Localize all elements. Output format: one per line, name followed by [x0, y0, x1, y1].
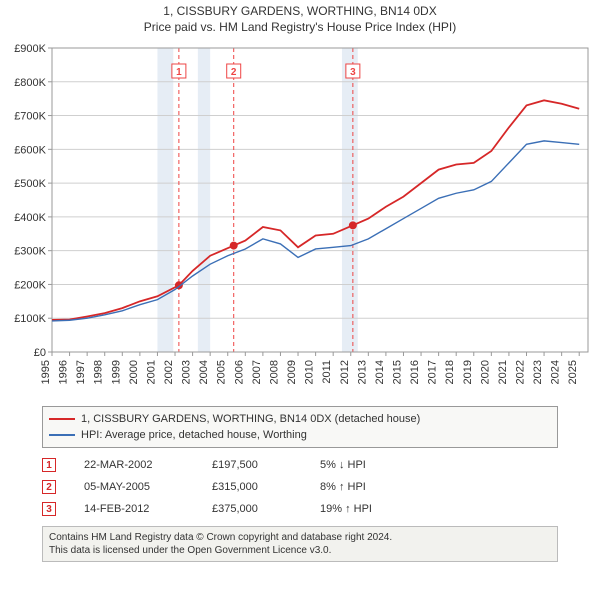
- transaction-marker: 2: [42, 480, 56, 494]
- price-chart: £0 £100K £200K £300K £400K £500K £600K £700K £80…: [0, 40, 600, 400]
- svg-text:2005: 2005: [216, 360, 228, 384]
- svg-text:2013: 2013: [356, 360, 368, 384]
- legend-item: HPI: Average price, detached house, Wort…: [49, 427, 551, 443]
- legend: 1, CISSBURY GARDENS, WORTHING, BN14 0DX …: [42, 406, 558, 448]
- transaction-price: £315,000: [212, 481, 292, 493]
- transaction-row: 2 05-MAY-2005 £315,000 8% ↑ HPI: [42, 476, 558, 498]
- transaction-row: 1 22-MAR-2002 £197,500 5% ↓ HPI: [42, 454, 558, 476]
- footer-line: Contains HM Land Registry data © Crown c…: [49, 531, 551, 544]
- svg-text:1997: 1997: [75, 360, 87, 384]
- svg-text:£400K: £400K: [14, 212, 46, 224]
- svg-text:£900K: £900K: [14, 43, 46, 55]
- svg-text:1: 1: [176, 67, 182, 78]
- svg-text:2020: 2020: [479, 360, 491, 384]
- svg-text:1998: 1998: [93, 360, 105, 384]
- svg-text:2021: 2021: [497, 360, 509, 384]
- svg-text:1995: 1995: [40, 360, 52, 384]
- svg-text:£600K: £600K: [14, 144, 46, 156]
- svg-text:2014: 2014: [374, 360, 386, 384]
- svg-text:3: 3: [350, 67, 356, 78]
- attribution-footer: Contains HM Land Registry data © Crown c…: [42, 526, 558, 562]
- svg-text:2: 2: [231, 67, 237, 78]
- svg-text:2001: 2001: [145, 360, 157, 384]
- svg-text:£300K: £300K: [14, 246, 46, 258]
- transaction-price: £375,000: [212, 503, 292, 515]
- svg-text:2008: 2008: [268, 360, 280, 384]
- svg-text:£700K: £700K: [14, 111, 46, 123]
- legend-label: 1, CISSBURY GARDENS, WORTHING, BN14 0DX …: [81, 411, 420, 427]
- chart-area: £0 £100K £200K £300K £400K £500K £600K £700K £80…: [0, 40, 600, 400]
- svg-text:2019: 2019: [462, 360, 474, 384]
- svg-text:2000: 2000: [128, 360, 140, 384]
- svg-text:2010: 2010: [304, 360, 316, 384]
- legend-swatch: [49, 418, 75, 420]
- svg-text:2012: 2012: [339, 360, 351, 384]
- transactions-table: 1 22-MAR-2002 £197,500 5% ↓ HPI 2 05-MAY-2005…: [42, 454, 558, 520]
- transaction-marker: 3: [42, 502, 56, 516]
- transaction-date: 14-FEB-2012: [84, 503, 184, 515]
- svg-text:£500K: £500K: [14, 178, 46, 190]
- svg-text:£100K: £100K: [14, 313, 46, 325]
- svg-text:2009: 2009: [286, 360, 298, 384]
- svg-text:£200K: £200K: [14, 279, 46, 291]
- legend-item: 1, CISSBURY GARDENS, WORTHING, BN14 0DX …: [49, 411, 551, 427]
- svg-text:2024: 2024: [550, 360, 562, 384]
- svg-text:2018: 2018: [444, 360, 456, 384]
- svg-text:1999: 1999: [110, 360, 122, 384]
- svg-text:2017: 2017: [427, 360, 439, 384]
- svg-text:2002: 2002: [163, 360, 175, 384]
- transaction-row: 3 14-FEB-2012 £375,000 19% ↑ HPI: [42, 498, 558, 520]
- chart-subtitle: Price paid vs. HM Land Registry's House …: [0, 18, 600, 34]
- svg-text:2016: 2016: [409, 360, 421, 384]
- transaction-hpi: 8% ↑ HPI: [320, 481, 420, 493]
- chart-title: 1, CISSBURY GARDENS, WORTHING, BN14 0DX: [0, 0, 600, 18]
- svg-text:2007: 2007: [251, 360, 263, 384]
- transaction-marker: 1: [42, 458, 56, 472]
- legend-swatch: [49, 434, 75, 436]
- svg-text:2004: 2004: [198, 360, 210, 384]
- legend-label: HPI: Average price, detached house, Wort…: [81, 427, 307, 443]
- svg-text:2015: 2015: [391, 360, 403, 384]
- footer-line: This data is licensed under the Open Gov…: [49, 544, 551, 557]
- svg-text:2022: 2022: [514, 360, 526, 384]
- transaction-hpi: 19% ↑ HPI: [320, 503, 420, 515]
- svg-text:2006: 2006: [233, 360, 245, 384]
- svg-text:1996: 1996: [58, 360, 70, 384]
- transaction-date: 22-MAR-2002: [84, 459, 184, 471]
- svg-text:2023: 2023: [532, 360, 544, 384]
- svg-text:2011: 2011: [321, 360, 333, 384]
- svg-text:2003: 2003: [181, 360, 193, 384]
- svg-text:£800K: £800K: [14, 77, 46, 89]
- transaction-hpi: 5% ↓ HPI: [320, 459, 420, 471]
- svg-text:2025: 2025: [567, 360, 579, 384]
- transaction-date: 05-MAY-2005: [84, 481, 184, 493]
- transaction-price: £197,500: [212, 459, 292, 471]
- svg-text:£0: £0: [34, 347, 46, 359]
